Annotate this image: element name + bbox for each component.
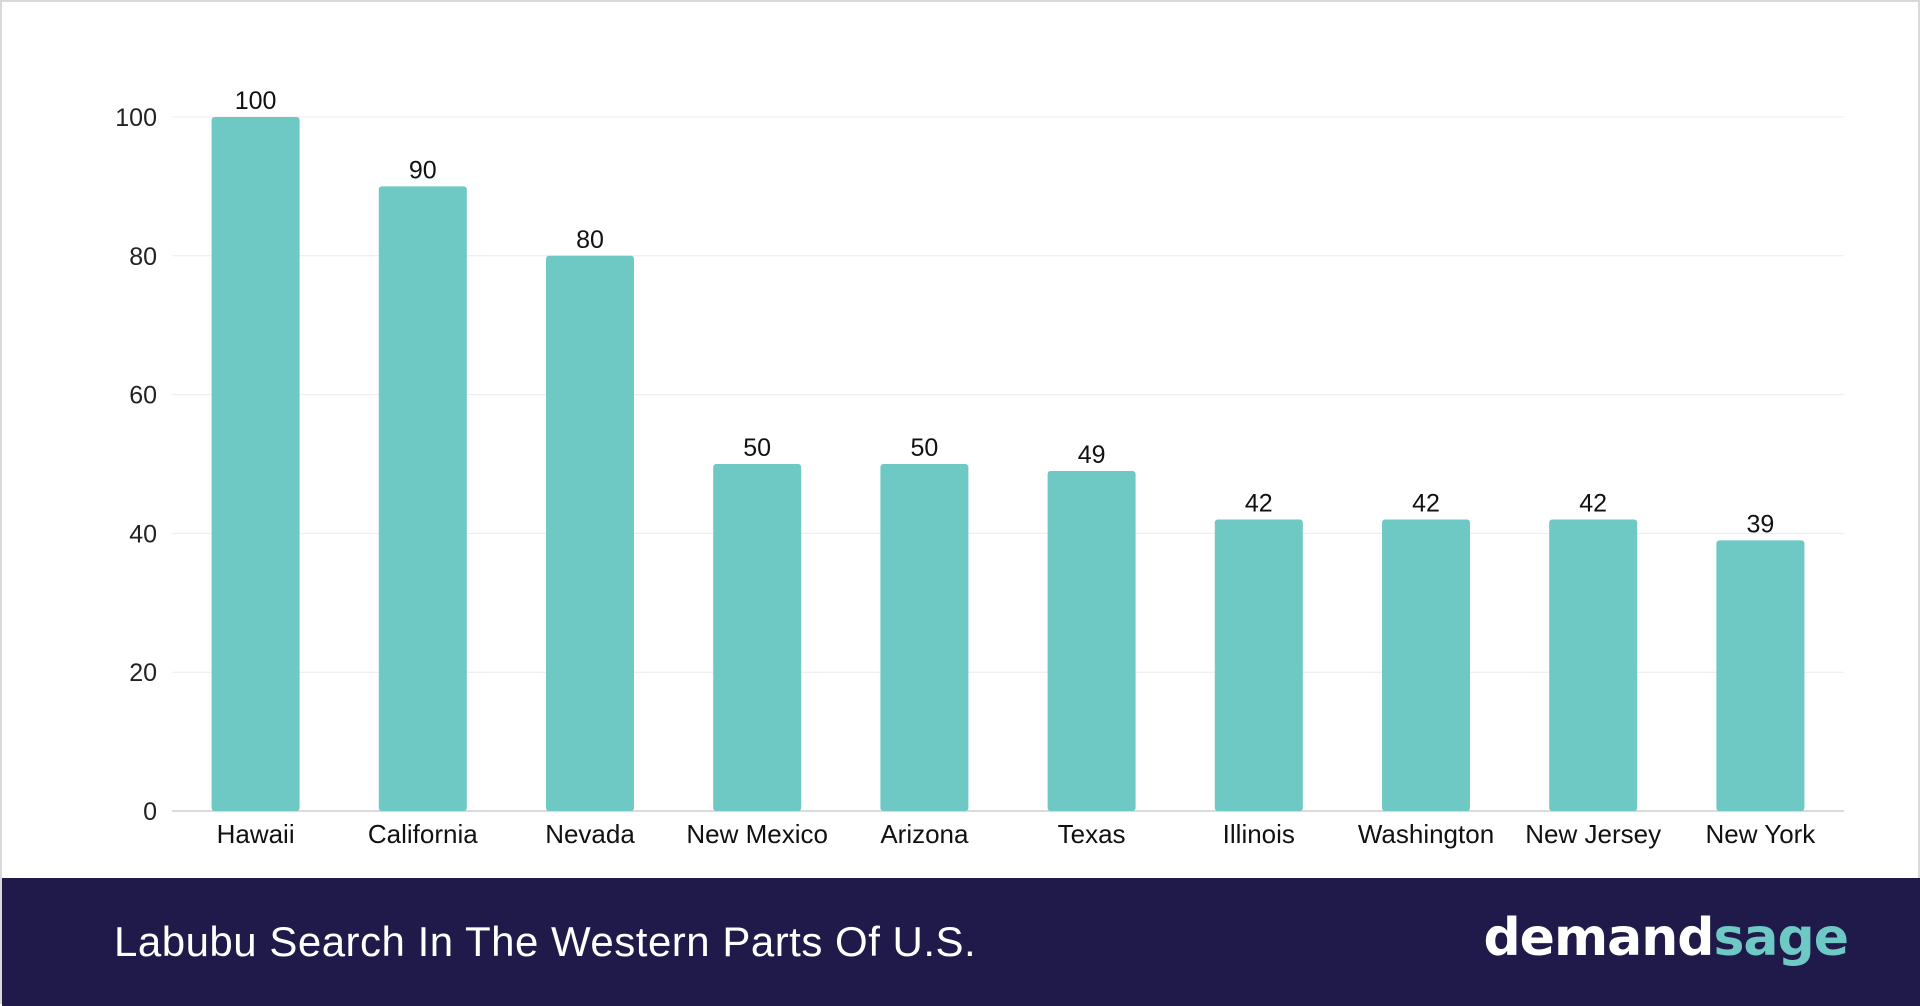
brand-logo-part-1: demand — [1483, 908, 1714, 968]
data-label: 42 — [1245, 490, 1273, 518]
bars — [211, 117, 1805, 812]
y-tick-label: 20 — [129, 659, 157, 687]
data-label: 50 — [743, 434, 771, 462]
x-category-label: Texas — [1058, 819, 1126, 849]
y-tick-label: 40 — [129, 520, 157, 548]
data-labels: 100 90 80 50 50 49 42 42 42 39 — [235, 87, 1775, 538]
y-tick-label: 0 — [143, 798, 157, 826]
bar-chart: 0 20 40 60 80 100 100 90 80 50 50 49 42 42 42 39 Hawai… — [115, 87, 1844, 849]
data-label: 49 — [1078, 441, 1106, 469]
bar-new-york — [1716, 540, 1805, 811]
y-tick-label: 100 — [115, 104, 157, 132]
data-label: 90 — [409, 156, 437, 184]
brand-logo: demandsage — [1483, 908, 1849, 968]
x-category-label: Arizona — [880, 819, 969, 849]
x-category-label: New Jersey — [1525, 819, 1661, 849]
footer-banner: Labubu Search In The Western Parts Of U.… — [2, 878, 1920, 1006]
x-category-label: Nevada — [545, 819, 635, 849]
x-category-label: Washington — [1358, 819, 1494, 849]
data-label: 100 — [235, 87, 277, 115]
data-label: 39 — [1746, 510, 1774, 538]
x-category-label: Illinois — [1223, 819, 1295, 849]
x-category-label: California — [368, 819, 478, 849]
bar-illinois — [1214, 519, 1303, 811]
bar-texas — [1047, 470, 1136, 811]
bar-hawaii — [211, 117, 300, 811]
bar-washington — [1382, 519, 1470, 811]
bar-new-jersey — [1549, 519, 1638, 811]
bar-nevada — [546, 255, 634, 812]
chart-title: Labubu Search In The Western Parts Of U.… — [114, 918, 977, 965]
y-tick-label: 60 — [129, 382, 157, 410]
y-axis-ticks: 0 20 40 60 80 100 — [115, 104, 157, 826]
bar-california — [378, 186, 467, 811]
data-label: 50 — [910, 434, 938, 462]
chart-area: 0 20 40 60 80 100 100 90 80 50 50 49 42 42 42 39 Hawai… — [2, 2, 1920, 878]
brand-logo-part-2: sage — [1713, 908, 1849, 968]
x-axis-labels: Hawaii California Nevada New Mexico Arizona T… — [217, 819, 1817, 849]
bar-arizona — [880, 464, 969, 811]
x-category-label: Hawaii — [217, 819, 295, 849]
y-tick-label: 80 — [129, 243, 157, 271]
bar-new-mexico — [713, 464, 802, 811]
x-category-label: New York — [1705, 819, 1816, 849]
data-label: 42 — [1579, 490, 1607, 518]
x-category-label: New Mexico — [686, 819, 828, 849]
data-label: 80 — [576, 226, 604, 254]
data-label: 42 — [1412, 490, 1440, 518]
